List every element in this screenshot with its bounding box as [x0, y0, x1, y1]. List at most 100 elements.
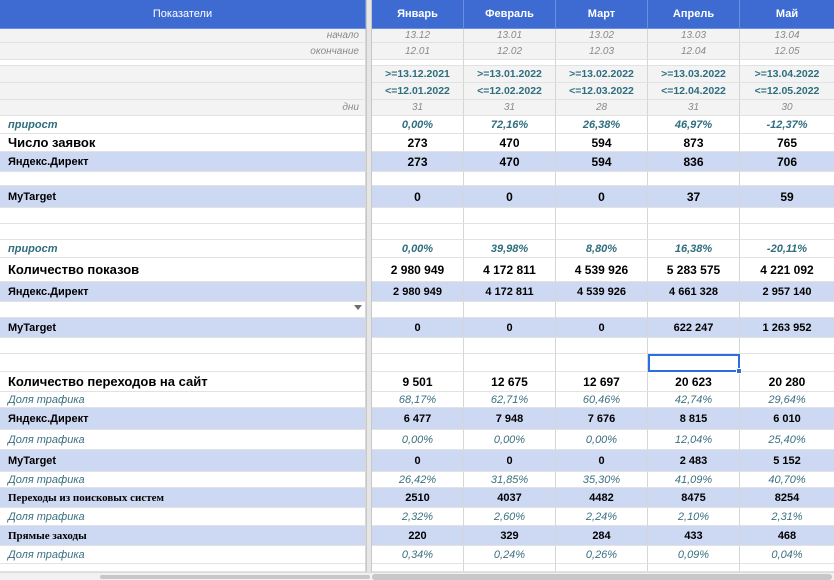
value-cell[interactable]	[740, 60, 834, 66]
row-label-cell[interactable]: Доля трафика	[0, 392, 366, 408]
row-label-cell[interactable]: Количество показов	[0, 258, 366, 282]
value-cell[interactable]: 0	[372, 186, 464, 208]
value-cell[interactable]: 7 948	[464, 408, 556, 430]
value-cell[interactable]: 0,34%	[372, 546, 464, 564]
value-cell[interactable]	[464, 564, 556, 572]
value-cell[interactable]: 12.04	[648, 43, 740, 60]
value-cell[interactable]: 4 661 328	[648, 282, 740, 302]
value-cell[interactable]: 2 980 949	[372, 282, 464, 302]
value-cell[interactable]: 2510	[372, 488, 464, 508]
value-cell[interactable]: 220	[372, 526, 464, 546]
value-cell[interactable]: >=13.01.2022	[464, 66, 556, 83]
value-cell[interactable]: 8 815	[648, 408, 740, 430]
value-cell[interactable]	[556, 224, 648, 240]
value-cell[interactable]: 39,98%	[464, 240, 556, 258]
row-label-cell[interactable]: Доля трафика	[0, 546, 366, 564]
value-cell[interactable]: 0	[556, 186, 648, 208]
value-cell[interactable]: 13.12	[372, 29, 464, 43]
month-header-cell[interactable]: Январь	[372, 0, 464, 29]
row-label-cell[interactable]: Яндекс.Директ	[0, 408, 366, 430]
value-cell[interactable]: 12 675	[464, 372, 556, 392]
value-cell[interactable]: 0,26%	[556, 546, 648, 564]
row-label-cell[interactable]: Число заявок	[0, 134, 366, 152]
value-cell[interactable]: 4037	[464, 488, 556, 508]
value-cell[interactable]: 594	[556, 152, 648, 172]
value-cell[interactable]	[372, 60, 464, 66]
row-label-cell[interactable]: Доля трафика	[0, 508, 366, 526]
row-label-cell[interactable]: дни	[0, 100, 366, 116]
value-cell[interactable]	[740, 302, 834, 318]
value-cell[interactable]	[464, 302, 556, 318]
row-label-cell[interactable]	[0, 208, 366, 224]
value-cell[interactable]	[556, 208, 648, 224]
value-cell[interactable]	[464, 224, 556, 240]
value-cell[interactable]: 59	[740, 186, 834, 208]
value-cell[interactable]	[648, 208, 740, 224]
value-cell[interactable]	[740, 564, 834, 572]
value-cell[interactable]: 31	[372, 100, 464, 116]
value-cell[interactable]: 0	[464, 186, 556, 208]
value-cell[interactable]: 706	[740, 152, 834, 172]
value-cell[interactable]: 30	[740, 100, 834, 116]
value-cell[interactable]: 12.03	[556, 43, 648, 60]
value-cell[interactable]: 35,30%	[556, 472, 648, 488]
month-header-cell[interactable]: Май	[740, 0, 834, 29]
value-cell[interactable]: 60,46%	[556, 392, 648, 408]
value-cell[interactable]: 4 221 092	[740, 258, 834, 282]
row-label-cell[interactable]	[0, 302, 366, 318]
value-cell[interactable]	[464, 354, 556, 372]
value-cell[interactable]: 2,31%	[740, 508, 834, 526]
value-cell[interactable]: 5 283 575	[648, 258, 740, 282]
month-header-cell[interactable]: Февраль	[464, 0, 556, 29]
value-cell[interactable]	[740, 224, 834, 240]
value-cell[interactable]	[372, 302, 464, 318]
value-cell[interactable]: 273	[372, 134, 464, 152]
value-cell[interactable]: 16,38%	[648, 240, 740, 258]
value-cell[interactable]: -12,37%	[740, 116, 834, 134]
value-cell[interactable]: 2 483	[648, 450, 740, 472]
value-cell[interactable]: 2,60%	[464, 508, 556, 526]
month-header-cell[interactable]: Март	[556, 0, 648, 29]
row-label-cell[interactable]: начало	[0, 29, 366, 43]
value-cell[interactable]: 12 697	[556, 372, 648, 392]
value-cell[interactable]: 7 676	[556, 408, 648, 430]
value-cell[interactable]	[372, 354, 464, 372]
value-cell[interactable]	[740, 208, 834, 224]
value-cell[interactable]: >=13.12.2021	[372, 66, 464, 83]
value-cell[interactable]: 37	[648, 186, 740, 208]
row-label-cell[interactable]	[0, 338, 366, 354]
value-cell[interactable]	[372, 208, 464, 224]
row-label-cell[interactable]: MyTarget	[0, 318, 366, 338]
row-label-cell[interactable]: Прямые заходы	[0, 526, 366, 546]
value-cell[interactable]: 4 539 926	[556, 258, 648, 282]
value-cell[interactable]: 470	[464, 134, 556, 152]
value-cell[interactable]: <=12.05.2022	[740, 83, 834, 100]
value-cell[interactable]: 31	[648, 100, 740, 116]
row-label-cell[interactable]: окончание	[0, 43, 366, 60]
value-cell[interactable]: 0,09%	[648, 546, 740, 564]
value-cell[interactable]: 0,00%	[372, 430, 464, 450]
row-label-cell[interactable]	[0, 224, 366, 240]
value-cell[interactable]: 26,38%	[556, 116, 648, 134]
value-cell[interactable]	[556, 302, 648, 318]
value-cell[interactable]: 2,32%	[372, 508, 464, 526]
row-label-cell[interactable]: Доля трафика	[0, 472, 366, 488]
row-label-cell[interactable]: Яндекс.Директ	[0, 282, 366, 302]
value-cell[interactable]: 0,00%	[556, 430, 648, 450]
value-cell[interactable]: 2 980 949	[372, 258, 464, 282]
value-cell[interactable]: 1 263 952	[740, 318, 834, 338]
value-cell[interactable]	[464, 208, 556, 224]
value-cell[interactable]: 9 501	[372, 372, 464, 392]
row-label-cell[interactable]	[0, 354, 366, 372]
value-cell[interactable]: 4 539 926	[556, 282, 648, 302]
value-cell[interactable]: >=13.03.2022	[648, 66, 740, 83]
value-cell[interactable]: 4 172 811	[464, 282, 556, 302]
value-cell[interactable]: 41,09%	[648, 472, 740, 488]
value-cell[interactable]: 4 172 811	[464, 258, 556, 282]
value-cell[interactable]: 13.03	[648, 29, 740, 43]
fill-handle[interactable]	[736, 368, 742, 374]
value-cell[interactable]: 8254	[740, 488, 834, 508]
value-cell[interactable]: 6 010	[740, 408, 834, 430]
value-cell[interactable]: 62,71%	[464, 392, 556, 408]
